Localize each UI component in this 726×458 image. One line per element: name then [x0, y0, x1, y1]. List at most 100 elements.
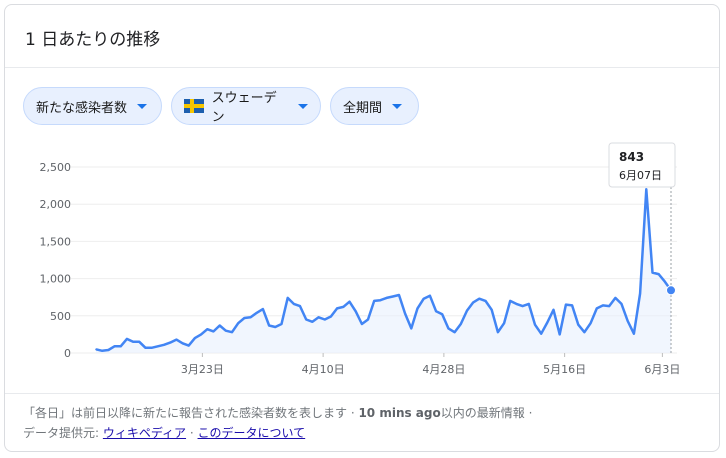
- data-point: [416, 307, 419, 310]
- data-point: [218, 324, 221, 327]
- data-point: [509, 300, 512, 302]
- data-point: [286, 297, 289, 299]
- data-point: [132, 341, 134, 343]
- data-point: [169, 341, 171, 344]
- data-point: [602, 304, 604, 307]
- data-point: [577, 323, 580, 326]
- data-point: [212, 330, 215, 333]
- tooltip-box: [608, 142, 676, 188]
- tooltip-date: 6月07日: [619, 169, 662, 182]
- footer-divider: [5, 393, 719, 394]
- footer-line-1: 「各日」は前日以降に新たに報告された感染者数を表します · 10 mins ag…: [23, 403, 532, 423]
- x-tick-label: 6月3日: [644, 363, 680, 376]
- tooltip-value: 843: [619, 150, 644, 164]
- data-point: [256, 312, 258, 314]
- data-point: [633, 332, 635, 335]
- header-divider: [5, 67, 719, 68]
- data-point: [194, 337, 196, 339]
- data-point: [231, 331, 233, 333]
- data-point: [181, 342, 184, 345]
- data-point: [348, 300, 351, 303]
- data-point: [373, 300, 376, 302]
- caret-down-icon: [392, 103, 403, 109]
- data-point: [268, 324, 270, 327]
- data-point: [367, 318, 369, 321]
- data-point: [249, 316, 252, 319]
- data-point: [478, 297, 481, 300]
- footer-separator: ·: [189, 426, 194, 440]
- sweden-flag-icon: [184, 99, 204, 113]
- data-point: [336, 307, 338, 310]
- data-point: [460, 323, 462, 325]
- metric-dropdown[interactable]: 新たな感染者数: [23, 87, 162, 125]
- data-point: [385, 297, 388, 299]
- data-point: [565, 303, 567, 306]
- data-point: [101, 350, 103, 352]
- data-point: [422, 297, 425, 300]
- data-point: [664, 280, 666, 283]
- data-point: [324, 318, 326, 321]
- data-point: [472, 301, 475, 304]
- data-point: [126, 338, 128, 340]
- data-point: [175, 338, 178, 341]
- country-dropdown[interactable]: スウェーデン: [171, 87, 321, 125]
- data-point: [262, 308, 264, 310]
- data-source-label: データ提供元:: [23, 426, 100, 440]
- period-dropdown[interactable]: 全期間: [330, 87, 419, 125]
- data-point: [274, 326, 277, 328]
- data-point: [435, 310, 437, 313]
- y-tick-label: 0: [64, 347, 71, 360]
- data-point: [558, 333, 561, 336]
- data-point: [187, 344, 190, 347]
- data-point: [596, 307, 598, 310]
- data-point: [200, 333, 202, 336]
- data-point: [144, 347, 147, 349]
- series-line: [95, 188, 673, 353]
- data-point: [237, 322, 239, 324]
- data-point: [515, 303, 518, 305]
- highlight-point: [666, 285, 676, 296]
- data-point: [392, 295, 394, 298]
- data-point: [330, 315, 332, 318]
- y-tick-label: 500: [50, 310, 71, 323]
- data-point: [589, 322, 592, 324]
- x-tick-label: 4月28日: [422, 363, 465, 376]
- footer-freshness: 10 mins ago: [358, 406, 441, 420]
- data-point: [206, 328, 209, 330]
- caret-down-icon: [137, 103, 148, 109]
- y-tick-label: 1,500: [40, 235, 72, 248]
- data-point: [608, 305, 610, 307]
- data-point: [583, 331, 586, 333]
- data-point: [138, 341, 141, 343]
- data-point: [534, 323, 536, 326]
- data-point: [639, 292, 641, 295]
- data-point: [404, 312, 406, 315]
- data-point: [311, 321, 314, 323]
- data-point: [107, 349, 110, 351]
- wikipedia-link[interactable]: ウィキペディア: [102, 426, 187, 440]
- data-point: [651, 271, 654, 274]
- data-point: [95, 348, 97, 351]
- data-point: [113, 345, 116, 348]
- data-point: [447, 327, 450, 330]
- data-point: [361, 323, 363, 325]
- x-tick-label: 3月23日: [181, 363, 224, 376]
- daily-cases-chart[interactable]: 0 500 1,000 1,500 2,000 2,500 3月23日 4月10日 4月28日 5…: [5, 135, 721, 385]
- x-tick-label: 5月16日: [543, 363, 586, 376]
- data-point: [317, 316, 320, 319]
- footer-line-2: データ提供元: ウィキペディア · このデータについて: [23, 423, 532, 443]
- data-point: [299, 305, 301, 307]
- data-point: [342, 306, 345, 308]
- data-point: [626, 320, 629, 322]
- about-data-link[interactable]: このデータについて: [197, 426, 306, 440]
- data-point: [484, 300, 487, 302]
- country-dropdown-label: スウェーデン: [211, 91, 277, 125]
- data-point: [305, 318, 308, 321]
- data-point: [280, 323, 283, 325]
- data-point: [521, 305, 524, 307]
- x-tick-label: 4月10日: [302, 363, 345, 376]
- data-point: [528, 303, 530, 305]
- data-point: [620, 303, 623, 305]
- data-point: [466, 309, 468, 312]
- daily-trend-card: 1 日あたりの推移 新たな感染者数 スウェーデン 全期間 0 500 1,000 1,…: [4, 4, 720, 452]
